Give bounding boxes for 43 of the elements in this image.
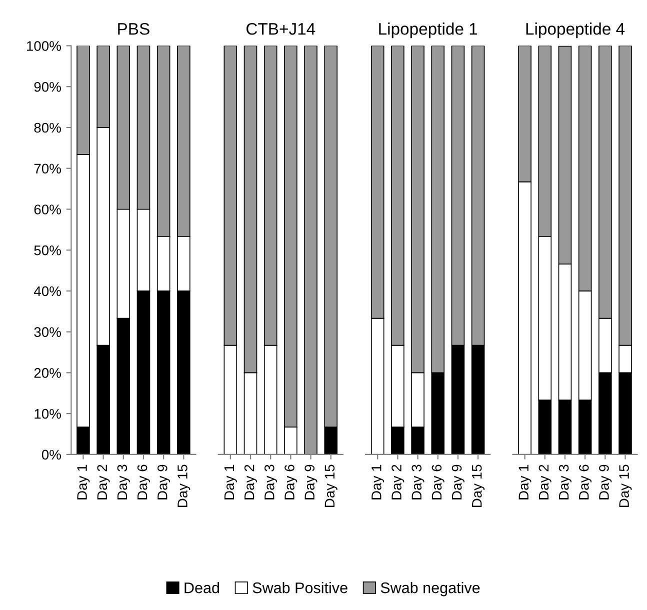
x-tick-label: Day 15 xyxy=(324,464,338,508)
y-tick-label: 70% xyxy=(34,164,61,174)
y-tick-label: 100% xyxy=(26,41,61,51)
x-tick-label: Day 2 xyxy=(97,464,110,500)
x-tick-label: Day 1 xyxy=(372,464,384,500)
legend-label: Swab Positive xyxy=(252,582,348,594)
y-tick-label: 80% xyxy=(34,122,61,133)
y-tick-label: 20% xyxy=(34,368,61,378)
x-tick-label: Day 3 xyxy=(412,464,424,500)
x-tick-label: Day 2 xyxy=(244,464,257,500)
x-tick-label: Day 3 xyxy=(558,464,572,500)
x-tick-label: Day 1 xyxy=(224,464,237,500)
legend-label: Swab negative xyxy=(380,582,480,596)
x-tick-label: Day 6 xyxy=(284,464,298,500)
x-tick-label: Day 15 xyxy=(472,464,485,508)
x-tick-label: Day 6 xyxy=(137,464,150,500)
legend-label: Dead xyxy=(184,582,220,594)
x-tick-label: Day 6 xyxy=(578,464,592,500)
y-tick-label: 50% xyxy=(34,245,61,256)
x-tick-label: Day 2 xyxy=(392,464,404,500)
y-tick-label: 30% xyxy=(34,327,61,338)
chart-title: PBS xyxy=(118,23,150,35)
y-tick-label: 40% xyxy=(34,286,61,296)
bar xyxy=(304,46,318,454)
x-tick-label: Day 9 xyxy=(304,464,318,500)
y-tick-label: 90% xyxy=(34,82,61,92)
x-tick-label: Day 15 xyxy=(178,464,190,508)
chart-title: Lipopeptide 1 xyxy=(379,22,478,38)
chart-title: CTB+J14 xyxy=(246,23,316,35)
y-tick-label: 0% xyxy=(42,450,61,460)
x-tick-label: Day 3 xyxy=(117,464,130,500)
x-tick-label: Day 9 xyxy=(599,464,612,500)
x-tick-label: Day 6 xyxy=(432,464,444,500)
y-tick-label: 10% xyxy=(34,408,61,419)
x-tick-label: Day 2 xyxy=(538,464,552,500)
x-tick-label: Day 9 xyxy=(452,464,464,500)
y-tick-label: 60% xyxy=(34,204,61,214)
x-tick-label: Day 1 xyxy=(518,464,532,500)
chart-title: Lipopeptide 4 xyxy=(526,22,625,38)
x-tick-label: Day 1 xyxy=(77,464,90,500)
x-tick-label: Day 15 xyxy=(619,464,632,508)
x-tick-label: Day 9 xyxy=(157,464,170,500)
x-tick-label: Day 3 xyxy=(264,464,278,500)
